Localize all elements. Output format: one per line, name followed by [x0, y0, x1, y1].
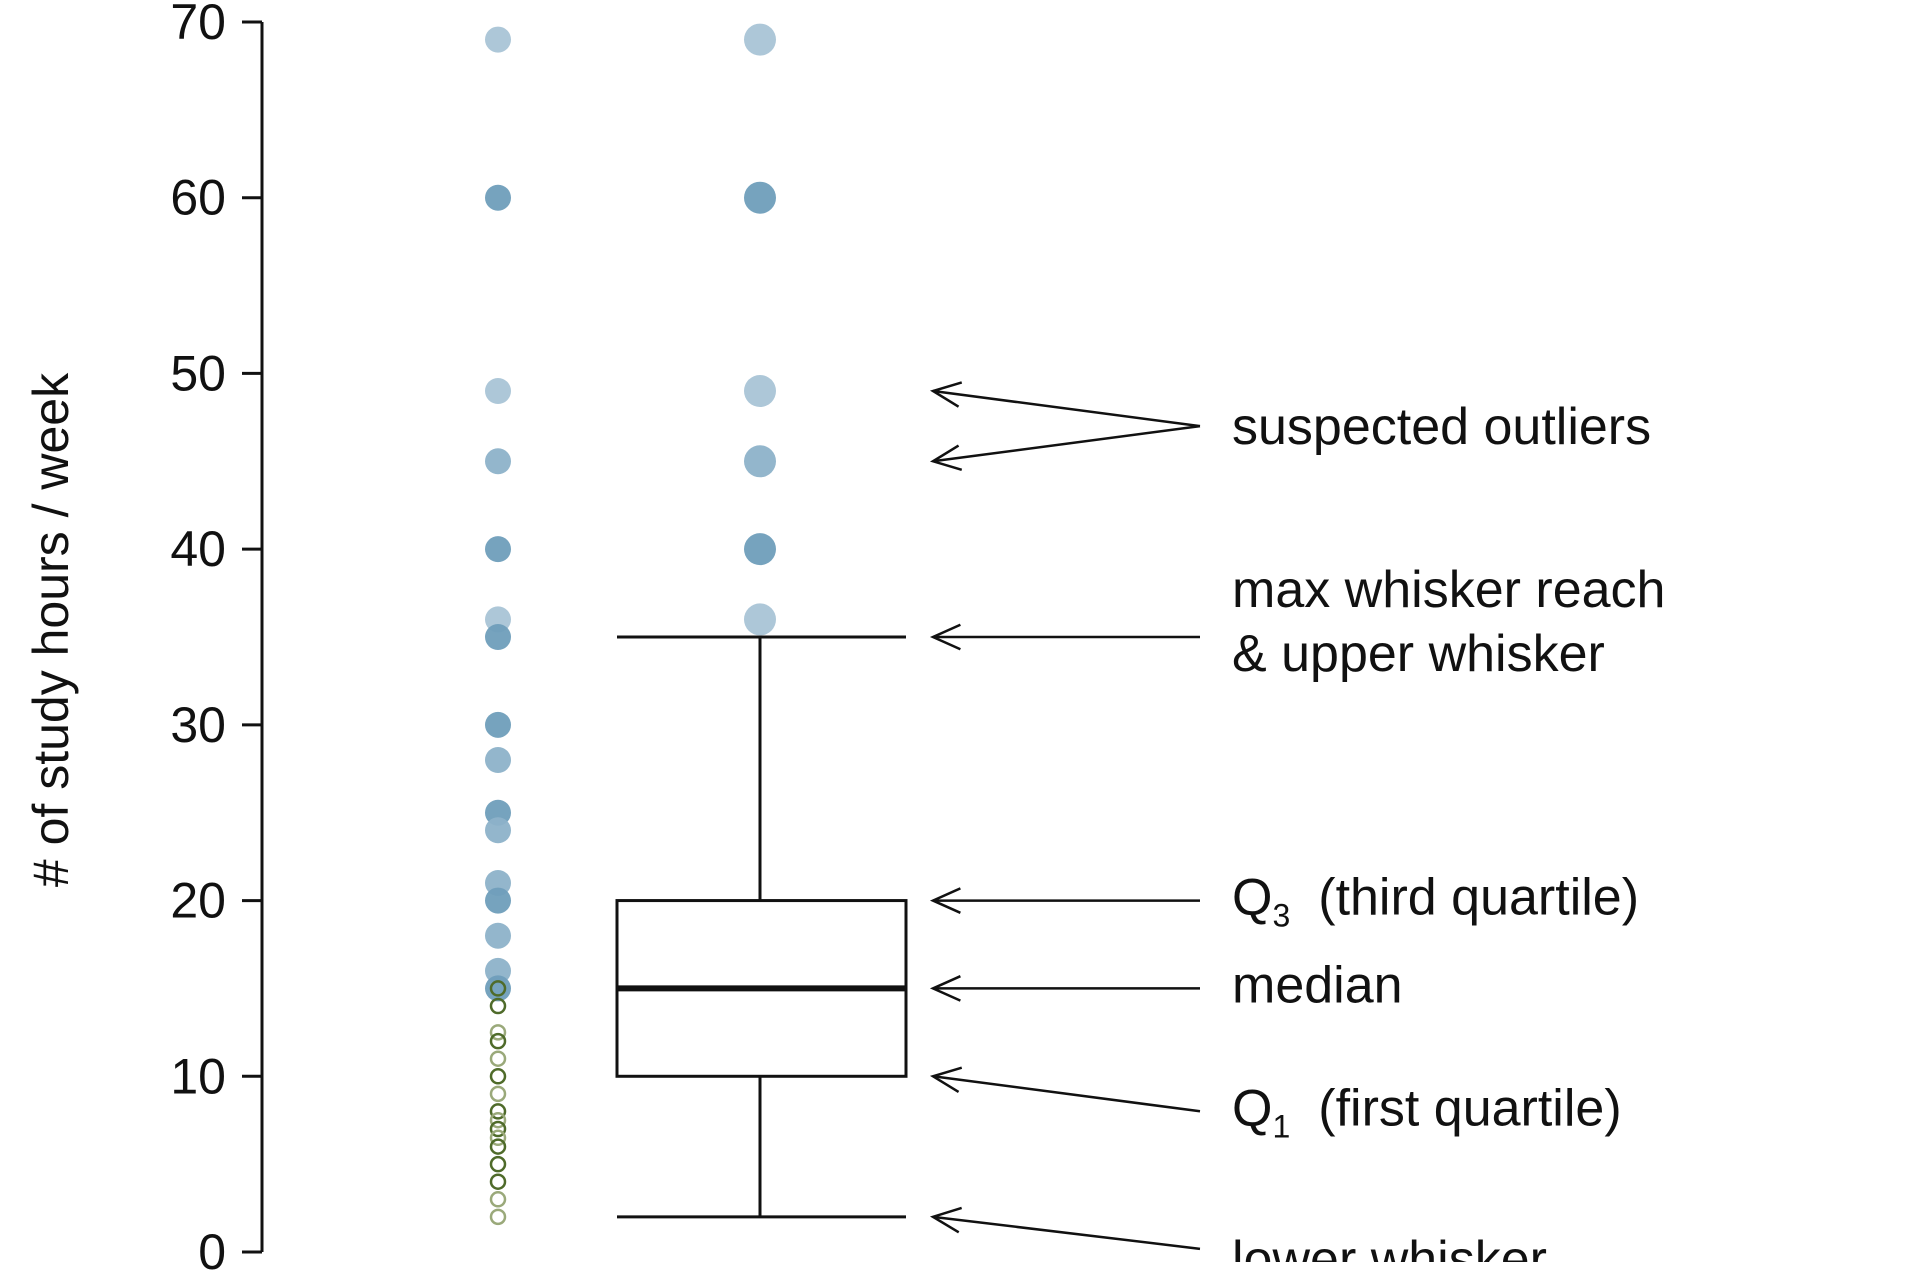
- outlier-point: [744, 375, 776, 407]
- annotation-label: lower whisker: [1232, 1231, 1547, 1282]
- y-tick-label: 30: [170, 697, 226, 753]
- strip-point: [491, 1087, 505, 1101]
- strip-point: [485, 888, 511, 914]
- strip-point: [491, 1175, 505, 1189]
- strip-point: [485, 624, 511, 650]
- strip-point: [491, 1052, 505, 1066]
- outlier-point: [744, 603, 776, 635]
- strip-points: [485, 27, 511, 1224]
- strip-point: [485, 747, 511, 773]
- annotations: suspected outliers max whisker reach & upp…: [933, 382, 1665, 1282]
- annotation-label: median: [1232, 956, 1403, 1014]
- outlier-point: [744, 24, 776, 56]
- strip-point: [485, 712, 511, 738]
- y-tick-label: 0: [198, 1224, 226, 1280]
- y-tick-label: 10: [170, 1048, 226, 1104]
- strip-point: [491, 1034, 505, 1048]
- strip-point: [485, 378, 511, 404]
- annotation-label: Q1 (first quartile): [1232, 1079, 1622, 1144]
- annotation-arrow: [933, 1217, 1200, 1249]
- strip-point: [485, 975, 511, 1001]
- strip-point: [485, 817, 511, 843]
- y-axis: 0 10 20 30 40 50 60 70: [170, 0, 262, 1280]
- annotation-arrow: [933, 426, 1200, 461]
- strip-point: [491, 1210, 505, 1224]
- annotation-label: suspected outliers: [1232, 398, 1651, 456]
- outlier-point: [744, 445, 776, 477]
- strip-point: [485, 27, 511, 53]
- outlier-point: [744, 182, 776, 214]
- strip-point: [485, 448, 511, 474]
- outlier-point: [744, 533, 776, 565]
- y-axis-title: # of study hours / week: [23, 372, 79, 887]
- strip-point: [491, 1069, 505, 1083]
- annotation-label: Q3 (third quartile): [1232, 869, 1639, 934]
- strip-point: [485, 923, 511, 949]
- y-tick-label: 20: [170, 873, 226, 929]
- annotation-label: max whisker reach: [1232, 561, 1665, 619]
- y-tick-label: 40: [170, 521, 226, 577]
- y-tick-label: 50: [170, 345, 226, 401]
- box-plot: [617, 24, 906, 1217]
- annotation-arrow: [933, 1076, 1200, 1111]
- strip-point: [491, 1157, 505, 1171]
- annotation-label: & upper whisker: [1232, 625, 1605, 683]
- strip-point: [491, 1140, 505, 1154]
- strip-point: [491, 1192, 505, 1206]
- y-tick-label: 70: [170, 0, 226, 50]
- strip-point: [485, 185, 511, 211]
- annotation-arrow: [933, 391, 1200, 426]
- y-tick-label: 60: [170, 170, 226, 226]
- strip-point: [485, 536, 511, 562]
